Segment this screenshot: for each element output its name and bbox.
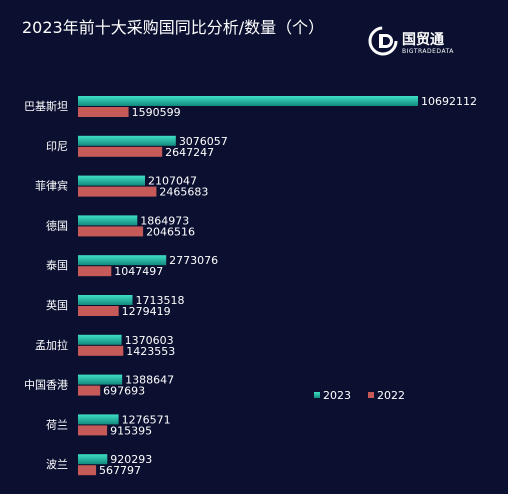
value-label-2022: 1047497	[114, 265, 163, 278]
value-label-2023: 1370603	[125, 334, 174, 347]
value-label-2022: 2046516	[146, 225, 195, 238]
category-label: 巴基斯坦	[24, 99, 68, 113]
category-label: 菲律宾	[35, 179, 68, 193]
bar-2022	[78, 465, 97, 476]
bar-2023	[78, 215, 138, 226]
value-label-2023: 1388647	[125, 374, 174, 387]
legend-swatch-2022	[368, 392, 374, 398]
value-label-2023: 920293	[110, 453, 152, 466]
category-label: 印尼	[46, 140, 68, 153]
value-label-2022: 1590599	[132, 106, 181, 119]
bar-2023	[78, 454, 108, 465]
value-label-2023: 3076057	[179, 135, 228, 148]
bar-2023	[78, 175, 146, 186]
bar-2023	[78, 255, 167, 266]
legend-label-2022: 2022	[377, 389, 405, 402]
bar-2022	[78, 385, 101, 396]
legend-label-2023: 2023	[323, 389, 351, 402]
bar-2023	[78, 96, 418, 106]
value-label-2023: 2107047	[148, 175, 197, 188]
bar-2022	[78, 107, 129, 117]
category-label: 波兰	[46, 458, 68, 471]
legend-swatch-2023	[314, 392, 320, 398]
value-label-2022: 567797	[99, 464, 141, 477]
bar-2022	[78, 186, 157, 197]
value-label-2022: 1423553	[126, 345, 175, 358]
bar-2023	[78, 135, 176, 146]
value-label-2022: 697693	[103, 385, 145, 398]
bar-2022	[78, 226, 144, 237]
category-label: 荷兰	[46, 418, 68, 431]
bar-2023	[78, 374, 123, 385]
bar-2022	[78, 306, 119, 316]
chart-title: 2023年前十大采购国同比分析/数量（个）	[22, 18, 325, 37]
value-label-2023: 1713518	[135, 294, 184, 307]
logo-name: 国贸通	[402, 32, 444, 48]
bar-2023	[78, 295, 133, 305]
bar-2023	[78, 334, 122, 345]
bar-2023	[78, 414, 119, 425]
value-label-2023: 1864973	[140, 214, 189, 227]
value-label-2023: 2773076	[169, 254, 218, 267]
value-label-2022: 2647247	[165, 146, 214, 159]
category-label: 中国香港	[24, 379, 68, 392]
value-label-2022: 2465683	[159, 186, 208, 199]
value-label-2023: 1276571	[122, 413, 171, 426]
category-label: 英国	[46, 298, 68, 312]
logo-mark-icon	[368, 26, 398, 56]
bar-2022	[78, 146, 163, 157]
bar-2022	[78, 345, 124, 356]
legend: 2023 2022	[314, 389, 405, 402]
value-label-2022: 1279419	[122, 305, 171, 318]
category-label: 泰国	[46, 258, 68, 272]
category-label: 孟加拉	[35, 338, 68, 352]
value-label-2022: 915395	[110, 424, 152, 437]
bar-2022	[78, 266, 112, 277]
category-label: 德国	[46, 218, 68, 232]
value-label-2023: 10692112	[421, 95, 477, 108]
bar-2022	[78, 425, 108, 436]
logo-subtitle: BIGTRADEDATA	[402, 48, 454, 55]
brand-logo: 国贸通 BIGTRADEDATA	[368, 26, 488, 62]
